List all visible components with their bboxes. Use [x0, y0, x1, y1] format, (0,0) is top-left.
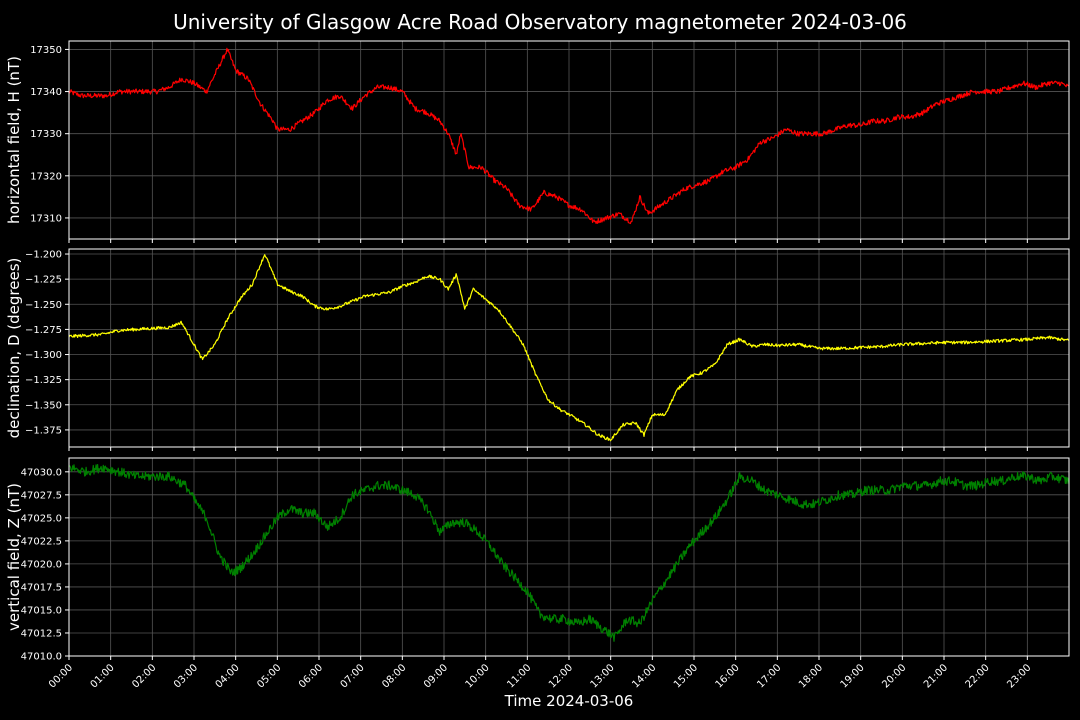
- series-line-D: [68, 254, 1070, 442]
- series-line-H: [68, 47, 1070, 225]
- panel-Z: 47010.0 47012.5 47015.0 47017.5 47020.0 47022…: [5, 457, 1070, 663]
- y-axis-label-H: horizontal field, H (nT): [5, 56, 23, 224]
- y-tick-label: −1.200: [25, 250, 62, 261]
- y-tick-label: 47012.5: [21, 628, 62, 639]
- chart-title: University of Glasgow Acre Road Observat…: [173, 10, 907, 34]
- y-axis-label-Z: vertical field, Z (nT): [5, 483, 23, 631]
- series-line-Z: [68, 464, 1070, 642]
- panel-frame: [68, 457, 1070, 657]
- y-tick-label: 47027.5: [21, 490, 62, 501]
- y-tick-label: 47022.5: [21, 536, 62, 547]
- y-axis-label-D: declination, D (degrees): [5, 258, 23, 439]
- y-tick-label: 47020.0: [21, 559, 62, 570]
- y-tick-label: 17310: [30, 213, 62, 224]
- y-tick-label: 47017.5: [21, 582, 62, 593]
- y-tick-label: −1.275: [25, 325, 62, 336]
- y-tick-label: 17330: [30, 129, 62, 140]
- y-tick-label: −1.300: [25, 350, 62, 361]
- y-tick-label: 47010.0: [21, 652, 62, 663]
- y-tick-label: −1.325: [25, 375, 62, 386]
- y-tick-label: 17350: [30, 45, 62, 56]
- panel-D: −1.375 −1.350 −1.325 −1.300 −1.275 −1.250 −1.2…: [5, 248, 1070, 451]
- y-tick-label: 17320: [30, 171, 62, 182]
- y-tick-label: 47025.0: [21, 513, 62, 524]
- y-tick-label: −1.350: [25, 400, 62, 411]
- panel-H: 17310 17320 17330 17340 17350 horizontal fiel…: [5, 40, 1070, 243]
- y-tick-label: −1.250: [25, 300, 62, 311]
- panel-frame: [68, 248, 1070, 448]
- panel-frame: [68, 40, 1070, 240]
- y-tick-label: 47030.0: [21, 467, 62, 478]
- y-tick-label: −1.225: [25, 275, 62, 286]
- y-tick-label: −1.375: [25, 425, 62, 436]
- x-axis-label: Time 2024-03-06: [504, 692, 634, 710]
- y-tick-label: 47015.0: [21, 605, 62, 616]
- y-tick-label: 17340: [30, 87, 62, 98]
